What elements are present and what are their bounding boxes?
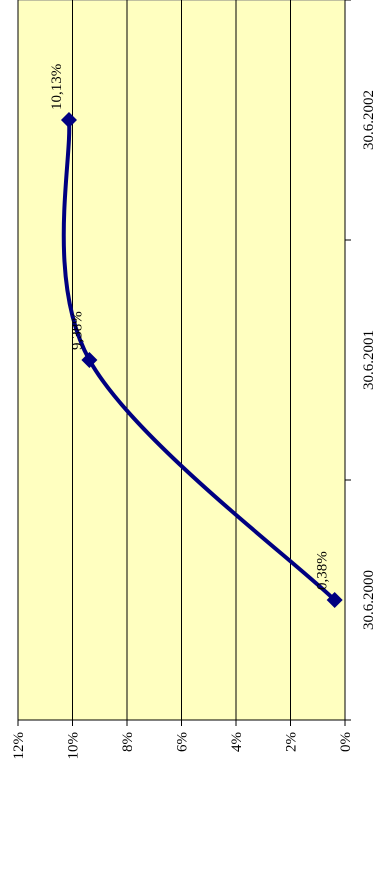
category-axis-ticks: 30.6.2000 30.6.2001 30.6.2002 [345, 0, 377, 721]
value-tick-label: 0% [338, 732, 354, 752]
data-label: 10,13% [49, 64, 65, 110]
value-tick-label: 8% [120, 732, 136, 752]
category-label: 30.6.2000 [361, 570, 377, 630]
series-line [61, 119, 337, 602]
data-label: 9,38% [69, 311, 85, 350]
data-point-marker [326, 592, 343, 608]
data-labels: 0,38% 9,38% 10,13% [49, 64, 331, 590]
category-label: 30.6.2001 [361, 330, 377, 390]
value-tick-label: 6% [175, 732, 191, 752]
value-tick-label: 10% [66, 732, 82, 760]
value-tick-label: 2% [284, 732, 300, 752]
data-point-marker [81, 352, 98, 368]
value-tick-label: 12% [11, 732, 27, 760]
value-tick-label: 4% [229, 732, 245, 752]
series-markers [60, 112, 343, 608]
category-label: 30.6.2002 [361, 90, 377, 150]
gridlines [17, 0, 291, 720]
data-label: 0,38% [315, 551, 331, 590]
data-point-marker [60, 112, 77, 128]
value-axis-ticks: 0% 2% 4% 6% 8% 10% 12% [11, 720, 354, 760]
